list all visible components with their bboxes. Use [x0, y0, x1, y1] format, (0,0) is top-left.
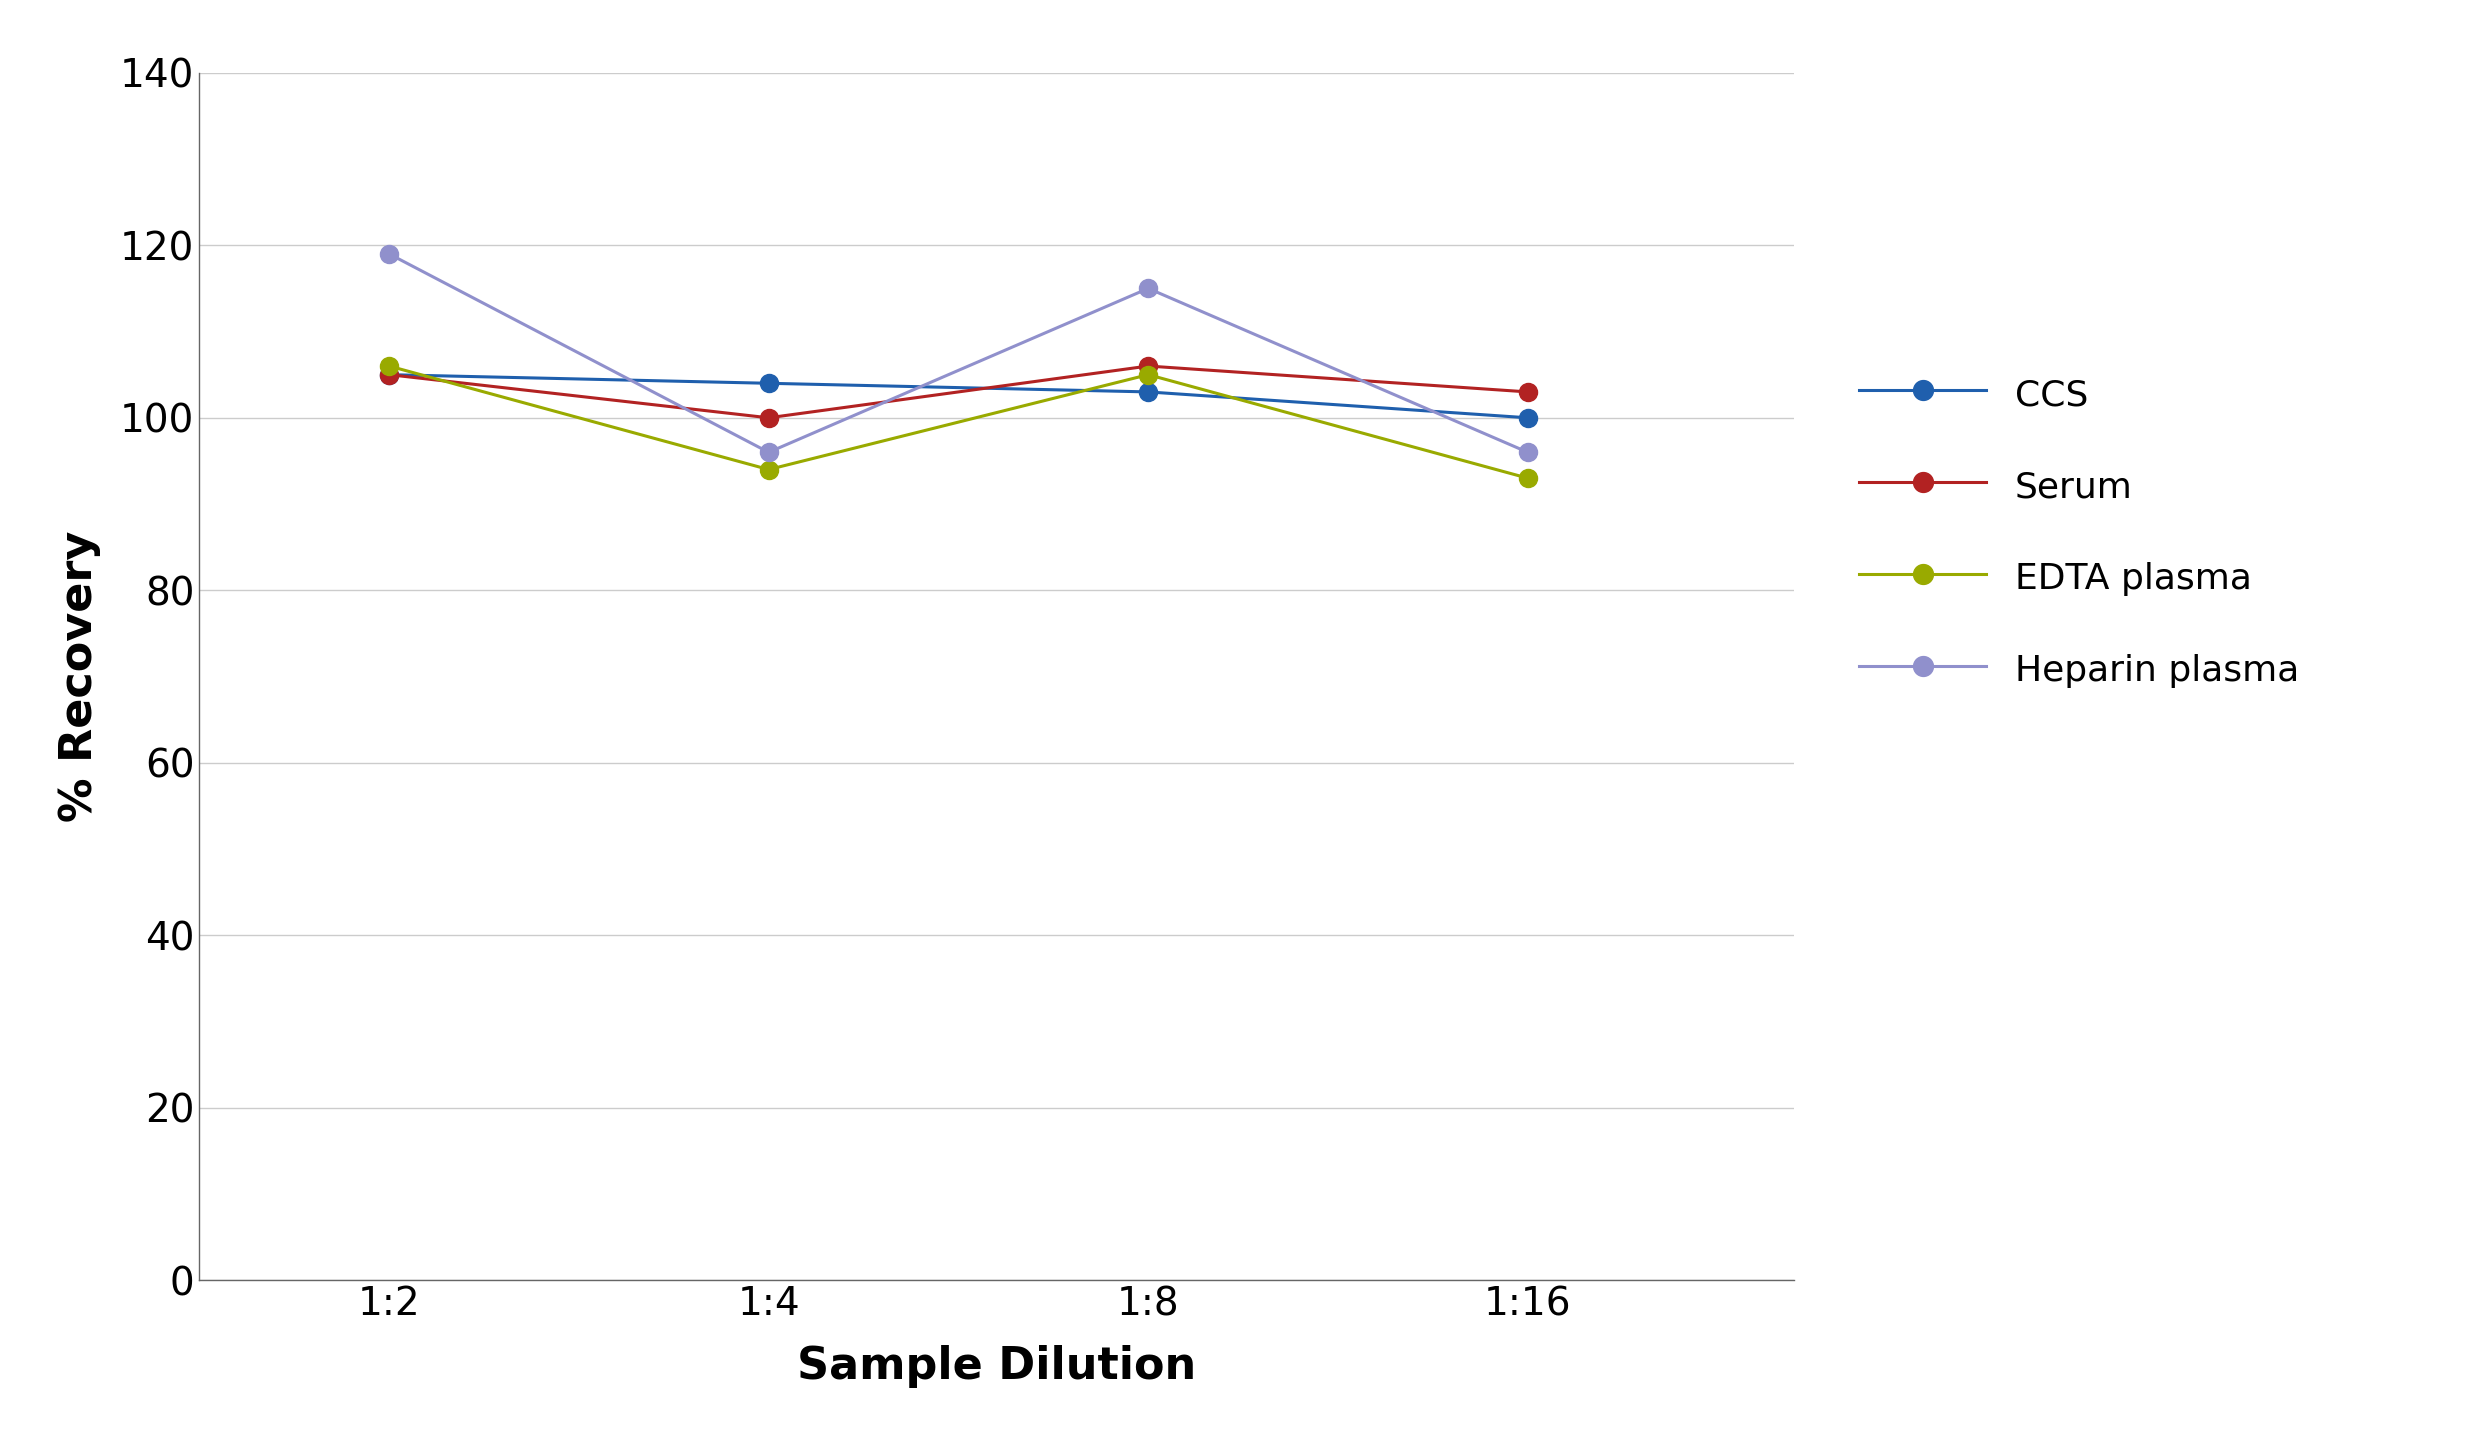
Legend: CCS, Serum, EDTA plasma, Heparin plasma: CCS, Serum, EDTA plasma, Heparin plasma: [1858, 375, 2299, 688]
Line: Heparin plasma: Heparin plasma: [381, 244, 1537, 461]
Line: EDTA plasma: EDTA plasma: [381, 356, 1537, 487]
EDTA plasma: [374, 358, 404, 375]
Y-axis label: % Recovery: % Recovery: [57, 531, 100, 822]
Serum: [1133, 358, 1163, 375]
Serum: [1512, 383, 1542, 400]
Line: Serum: Serum: [381, 356, 1537, 426]
Serum: [374, 367, 404, 384]
Heparin plasma: [1512, 444, 1542, 461]
EDTA plasma: [755, 461, 785, 479]
CCS: [1133, 383, 1163, 400]
CCS: [1512, 409, 1542, 426]
Heparin plasma: [374, 244, 404, 262]
Serum: [755, 409, 785, 426]
CCS: [374, 367, 404, 384]
Heparin plasma: [1133, 279, 1163, 297]
X-axis label: Sample Dilution: Sample Dilution: [797, 1346, 1196, 1388]
CCS: [755, 374, 785, 391]
Heparin plasma: [755, 444, 785, 461]
Line: CCS: CCS: [381, 365, 1537, 426]
EDTA plasma: [1512, 470, 1542, 487]
EDTA plasma: [1133, 367, 1163, 384]
